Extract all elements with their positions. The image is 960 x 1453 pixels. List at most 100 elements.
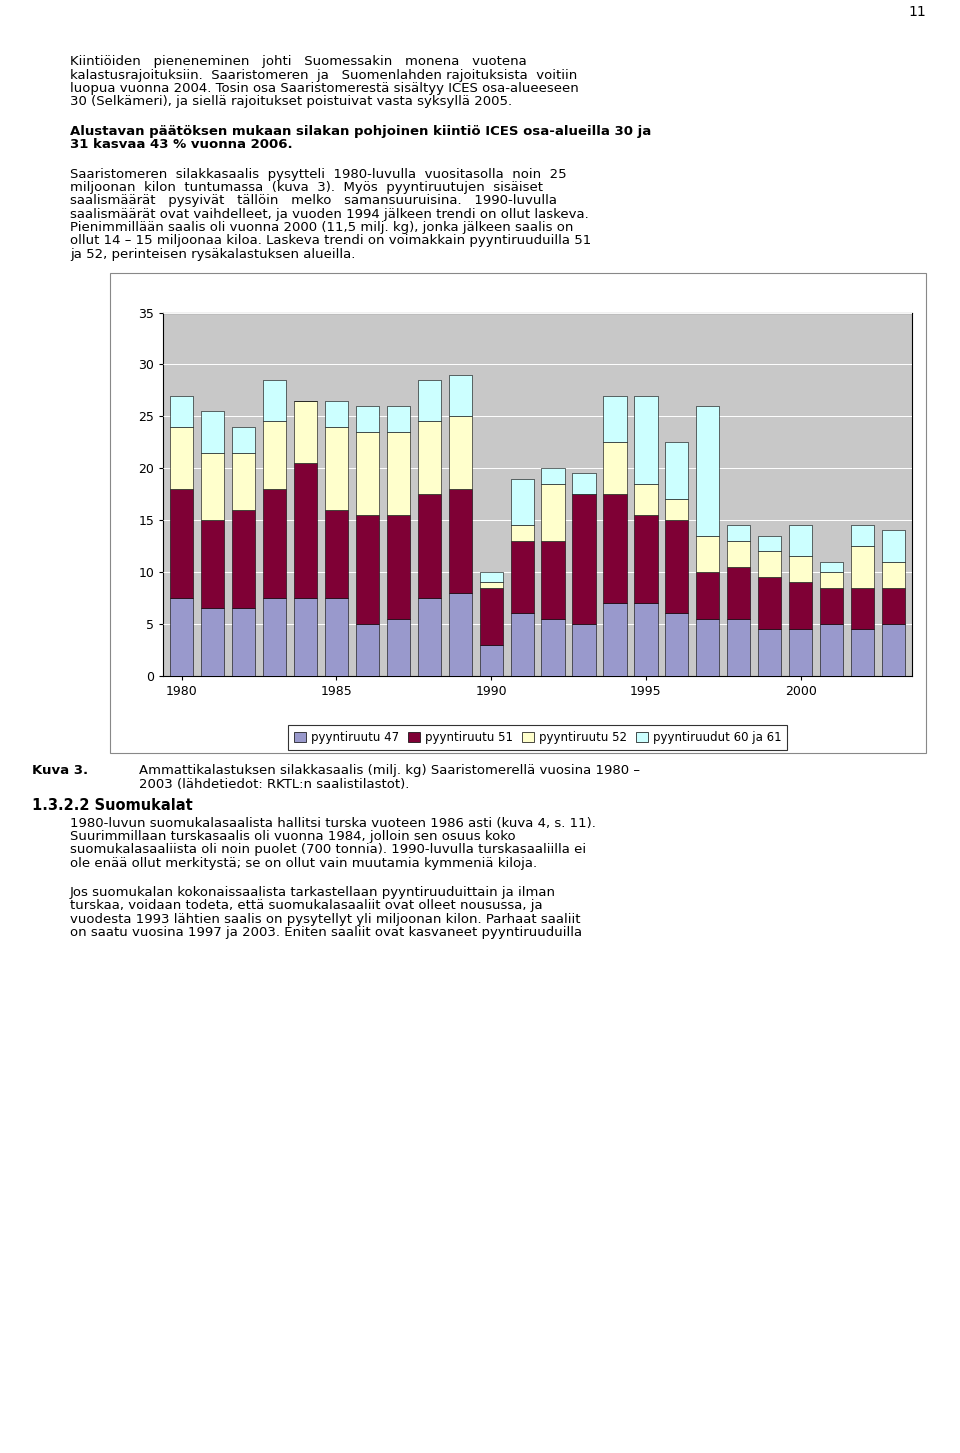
Text: Jos suomukalan kokonaissaalista tarkastellaan pyyntiruuduittain ja ilman: Jos suomukalan kokonaissaalista tarkaste…	[70, 886, 556, 899]
Bar	[696, 572, 719, 619]
Bar	[387, 405, 410, 432]
Bar	[727, 567, 751, 619]
Text: turskaa, voidaan todeta, että suomukalasaaliit ovat olleet nousussa, ja: turskaa, voidaan todeta, että suomukalas…	[70, 899, 542, 912]
Bar	[882, 530, 905, 562]
Bar	[324, 510, 348, 599]
Bar	[511, 478, 534, 526]
Text: Suurimmillaan turskasaalis oli vuonna 1984, jolloin sen osuus koko: Suurimmillaan turskasaalis oli vuonna 19…	[70, 830, 516, 843]
Bar	[820, 562, 843, 572]
Bar	[263, 381, 286, 421]
Bar	[511, 541, 534, 613]
Bar	[324, 401, 348, 427]
Bar	[758, 551, 781, 577]
Text: saalismäärät   pysyivät   tällöin   melko   samansuuruisina.   1990-luvulla: saalismäärät pysyivät tällöin melko sama…	[70, 195, 557, 208]
Bar	[635, 395, 658, 484]
Bar	[448, 593, 472, 676]
Bar	[480, 583, 503, 587]
Bar	[541, 484, 564, 541]
Bar	[387, 619, 410, 676]
Text: luopua vuonna 2004. Tosin osa Saaristomerestä sisältyy ICES osa-alueeseen: luopua vuonna 2004. Tosin osa Saaristome…	[70, 81, 579, 94]
Text: ja 52, perinteisen rysäkalastuksen alueilla.: ja 52, perinteisen rysäkalastuksen aluei…	[70, 247, 355, 260]
Bar	[572, 623, 595, 676]
Text: 2003 (lähdetiedot: RKTL:n saalistilastot).: 2003 (lähdetiedot: RKTL:n saalistilastot…	[139, 777, 410, 790]
Bar	[696, 619, 719, 676]
Bar	[572, 474, 595, 494]
Bar	[789, 629, 812, 676]
Bar	[448, 375, 472, 417]
Bar	[727, 526, 751, 541]
Bar	[696, 536, 719, 572]
Bar	[789, 583, 812, 629]
Bar	[324, 427, 348, 510]
Bar	[758, 629, 781, 676]
Text: Saaristomeren  silakkasaalis  pysytteli  1980-luvulla  vuositasolla  noin  25: Saaristomeren silakkasaalis pysytteli 19…	[70, 167, 566, 180]
Bar	[665, 520, 688, 613]
Bar	[170, 599, 193, 676]
Bar	[851, 526, 875, 546]
Bar	[541, 541, 564, 619]
Bar	[851, 629, 875, 676]
Bar	[882, 587, 905, 623]
Text: ole enää ollut merkitystä; se on ollut vain muutamia kymmeniä kiloja.: ole enää ollut merkitystä; se on ollut v…	[70, 857, 538, 870]
Text: saalismäärät ovat vaihdelleet, ja vuoden 1994 jälkeen trendi on ollut laskeva.: saalismäärät ovat vaihdelleet, ja vuoden…	[70, 208, 588, 221]
Text: Pienimmillään saalis oli vuonna 2000 (11,5 milj. kg), jonka jälkeen saalis on: Pienimmillään saalis oli vuonna 2000 (11…	[70, 221, 573, 234]
Bar	[851, 587, 875, 629]
Bar	[511, 526, 534, 541]
Bar	[665, 500, 688, 520]
Bar	[201, 609, 225, 676]
Legend: pyyntiruutu 47, pyyntiruutu 51, pyyntiruutu 52, pyyntiruudut 60 ja 61: pyyntiruutu 47, pyyntiruutu 51, pyyntiru…	[288, 725, 787, 750]
Bar	[418, 494, 441, 599]
Text: vuodesta 1993 lähtien saalis on pysytellyt yli miljoonan kilon. Parhaat saaliit: vuodesta 1993 lähtien saalis on pysytell…	[70, 912, 581, 926]
Bar	[294, 401, 317, 464]
Bar	[263, 599, 286, 676]
Bar	[480, 587, 503, 645]
Bar	[665, 442, 688, 500]
Text: suomukalasaaliista oli noin puolet (700 tonnia). 1990-luvulla turskasaaliilla ei: suomukalasaaliista oli noin puolet (700 …	[70, 843, 587, 856]
Bar	[263, 490, 286, 599]
Bar	[418, 421, 441, 494]
Bar	[511, 613, 534, 676]
Bar	[480, 645, 503, 676]
Bar	[665, 613, 688, 676]
Bar	[201, 520, 225, 609]
Bar	[418, 381, 441, 421]
Text: miljoonan  kilon  tuntumassa  (kuva  3).  Myös  pyyntiruutujen  sisäiset: miljoonan kilon tuntumassa (kuva 3). Myö…	[70, 180, 543, 193]
Bar	[635, 484, 658, 514]
Bar	[603, 494, 627, 603]
Text: Alustavan päätöksen mukaan silakan pohjoinen kiintiö ICES osa-alueilla 30 ja: Alustavan päätöksen mukaan silakan pohjo…	[70, 125, 651, 138]
Bar	[232, 609, 255, 676]
Bar	[170, 427, 193, 490]
Bar	[324, 599, 348, 676]
Bar	[603, 603, 627, 676]
Bar	[851, 546, 875, 587]
Bar	[882, 562, 905, 587]
Text: ollut 14 – 15 miljoonaa kiloa. Laskeva trendi on voimakkain pyyntiruuduilla 51: ollut 14 – 15 miljoonaa kiloa. Laskeva t…	[70, 234, 591, 247]
Bar	[820, 623, 843, 676]
Bar	[201, 453, 225, 520]
Bar	[820, 572, 843, 587]
Bar	[635, 514, 658, 603]
Bar	[418, 599, 441, 676]
Bar	[603, 395, 627, 442]
Text: 31 kasvaa 43 % vuonna 2006.: 31 kasvaa 43 % vuonna 2006.	[70, 138, 293, 151]
Bar	[356, 514, 379, 623]
Bar	[727, 541, 751, 567]
Bar	[356, 405, 379, 432]
Bar	[448, 417, 472, 490]
Bar	[170, 395, 193, 427]
Bar	[820, 587, 843, 623]
Bar	[232, 510, 255, 609]
Text: 11: 11	[909, 4, 926, 19]
Bar	[232, 427, 255, 453]
Bar	[758, 577, 781, 629]
Bar	[603, 442, 627, 494]
Bar	[201, 411, 225, 453]
Bar	[541, 468, 564, 484]
Bar	[541, 619, 564, 676]
Bar	[635, 603, 658, 676]
Bar	[356, 623, 379, 676]
Text: 1980-luvun suomukalasaalista hallitsi turska vuoteen 1986 asti (kuva 4, s. 11).: 1980-luvun suomukalasaalista hallitsi tu…	[70, 817, 596, 830]
Bar	[727, 619, 751, 676]
Bar	[480, 572, 503, 583]
Bar	[387, 432, 410, 514]
